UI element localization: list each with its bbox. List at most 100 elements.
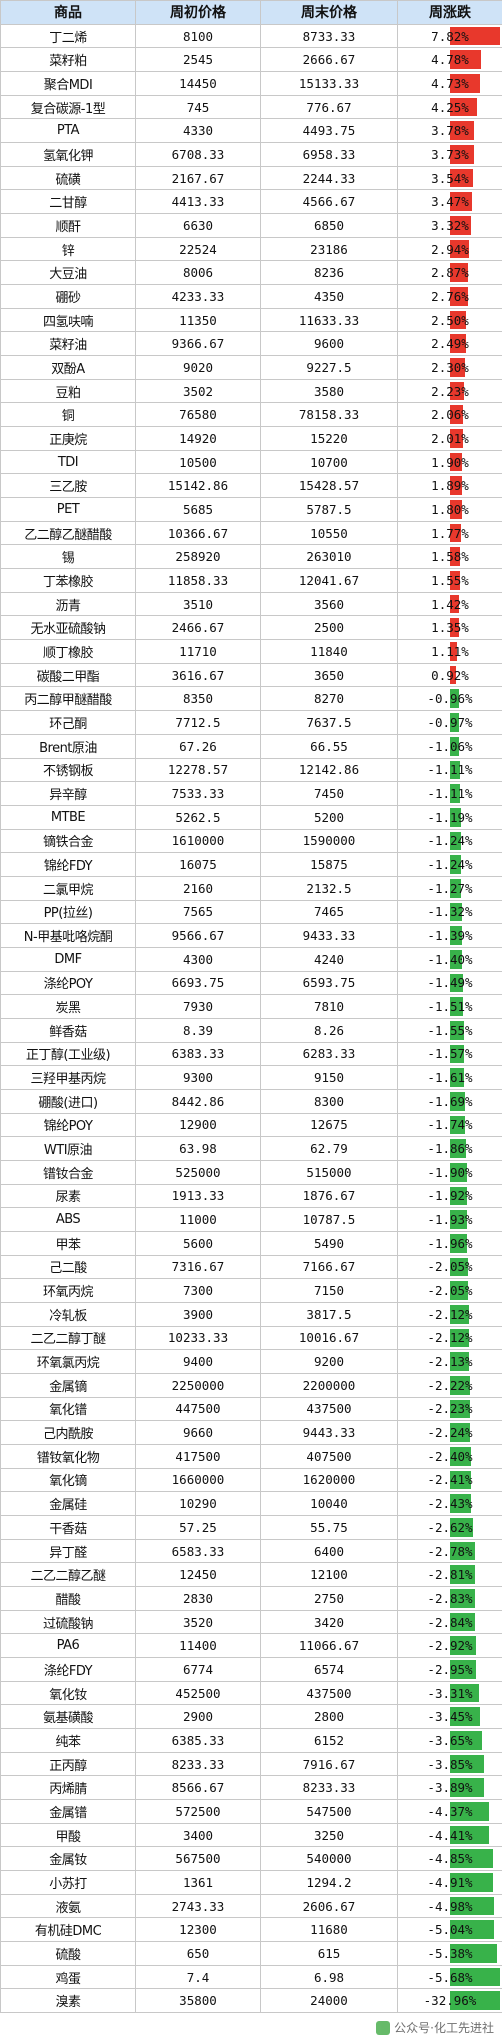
cell-week-start-price[interactable]: 567500 [135,1846,261,1872]
cell-weekly-change[interactable]: -1.51% [397,994,502,1019]
cell-weekly-change[interactable]: -5.04% [397,1917,502,1943]
cell-week-start-price[interactable]: 14450 [135,71,261,96]
cell-weekly-change[interactable]: 1.90% [397,449,502,475]
cell-week-start-price[interactable]: 1660000 [135,1467,261,1493]
cell-weekly-change[interactable]: 4.78% [397,47,502,73]
cell-week-start-price[interactable]: 6383.33 [135,1041,261,1067]
cell-week-end-price[interactable]: 7916.67 [260,1751,398,1777]
cell-week-end-price[interactable]: 10787.5 [260,1207,398,1232]
cell-weekly-change[interactable]: -2.05% [397,1278,502,1303]
cell-week-start-price[interactable]: 15142.86 [135,473,261,499]
cell-weekly-change[interactable]: -2.22% [397,1372,502,1398]
cell-weekly-change[interactable]: -2.84% [397,1609,502,1635]
cell-weekly-change[interactable]: -2.13% [397,1349,502,1374]
cell-week-end-price[interactable]: 10016.67 [260,1325,398,1351]
cell-week-start-price[interactable]: 12900 [135,1112,261,1138]
cell-week-end-price[interactable]: 9443.33 [260,1420,398,1445]
cell-product[interactable]: 三羟甲基丙烷 [0,1065,136,1090]
cell-product[interactable]: 锦纶FDY [0,852,136,877]
cell-weekly-change[interactable]: -32.96% [397,1988,502,2014]
cell-week-end-price[interactable]: 6400 [260,1538,398,1564]
cell-weekly-change[interactable]: -2.43% [397,1491,502,1516]
cell-week-end-price[interactable]: 9150 [260,1065,398,1090]
cell-week-end-price[interactable]: 6574 [260,1657,398,1682]
cell-week-end-price[interactable]: 4350 [260,284,398,309]
cell-weekly-change[interactable]: -4.41% [397,1822,502,1848]
cell-week-end-price[interactable]: 62.79 [260,1136,398,1161]
cell-week-end-price[interactable]: 2244.33 [260,165,398,191]
cell-weekly-change[interactable]: -1.96% [397,1230,502,1256]
cell-product[interactable]: 硼砂 [0,284,136,309]
cell-weekly-change[interactable]: 2.01% [397,426,502,451]
cell-weekly-change[interactable]: -2.12% [397,1325,502,1351]
cell-week-end-price[interactable]: 1620000 [260,1467,398,1493]
cell-weekly-change[interactable]: -4.91% [397,1870,502,1895]
cell-week-end-price[interactable]: 15133.33 [260,71,398,96]
cell-product[interactable]: 丙烯腈 [0,1775,136,1801]
cell-weekly-change[interactable]: -4.37% [397,1799,502,1824]
cell-week-start-price[interactable]: 2545 [135,47,261,73]
cell-week-start-price[interactable]: 1361 [135,1870,261,1895]
cell-weekly-change[interactable]: -1.39% [397,923,502,948]
cell-week-end-price[interactable]: 2666.67 [260,47,398,73]
cell-week-end-price[interactable]: 2750 [260,1586,398,1611]
cell-week-start-price[interactable]: 9300 [135,1065,261,1090]
cell-product[interactable]: PA6 [0,1633,136,1659]
cell-week-start-price[interactable]: 2466.67 [135,615,261,641]
cell-week-start-price[interactable]: 22524 [135,236,261,262]
cell-week-end-price[interactable]: 23186 [260,236,398,262]
cell-weekly-change[interactable]: -0.96% [397,686,502,712]
cell-week-start-price[interactable]: 12278.57 [135,757,261,783]
cell-week-start-price[interactable]: 4300 [135,946,261,972]
cell-week-end-price[interactable]: 24000 [260,1988,398,2014]
cell-week-end-price[interactable]: 4493.75 [260,118,398,144]
cell-weekly-change[interactable]: -1.74% [397,1112,502,1138]
cell-weekly-change[interactable]: 3.73% [397,142,502,167]
cell-week-end-price[interactable]: 2132.5 [260,875,398,901]
cell-week-end-price[interactable]: 515000 [260,1159,398,1185]
cell-product[interactable]: 锦纶POY [0,1112,136,1138]
cell-weekly-change[interactable]: 2.94% [397,236,502,262]
cell-weekly-change[interactable]: -2.24% [397,1420,502,1445]
cell-week-start-price[interactable]: 7533.33 [135,781,261,806]
cell-week-start-price[interactable]: 9660 [135,1420,261,1445]
cell-product[interactable]: TDI [0,449,136,475]
cell-week-end-price[interactable]: 4240 [260,946,398,972]
cell-week-end-price[interactable]: 6152 [260,1728,398,1753]
cell-weekly-change[interactable]: 1.55% [397,568,502,593]
cell-week-end-price[interactable]: 4566.67 [260,189,398,215]
cell-week-start-price[interactable]: 6385.33 [135,1728,261,1753]
cell-week-end-price[interactable]: 11680 [260,1917,398,1943]
cell-week-start-price[interactable]: 10233.33 [135,1325,261,1351]
cell-week-start-price[interactable]: 2167.67 [135,165,261,191]
cell-week-end-price[interactable]: 407500 [260,1443,398,1469]
header-week-start-price[interactable]: 周初价格 [135,0,261,25]
cell-week-end-price[interactable]: 12142.86 [260,757,398,783]
cell-week-start-price[interactable]: 650 [135,1941,261,1966]
cell-product[interactable]: 异丁醛 [0,1538,136,1564]
cell-week-start-price[interactable]: 8.39 [135,1017,261,1043]
cell-weekly-change[interactable]: 4.25% [397,94,502,120]
cell-week-start-price[interactable]: 10290 [135,1491,261,1516]
cell-product[interactable]: 无水亚硫酸钠 [0,615,136,641]
cell-week-start-price[interactable]: 7712.5 [135,710,261,735]
cell-product[interactable]: 纯苯 [0,1728,136,1753]
cell-week-start-price[interactable]: 3616.67 [135,662,261,688]
cell-product[interactable]: 硫磺 [0,165,136,191]
cell-weekly-change[interactable]: -1.61% [397,1065,502,1090]
cell-week-end-price[interactable]: 1294.2 [260,1870,398,1895]
cell-week-end-price[interactable]: 6958.33 [260,142,398,167]
cell-product[interactable]: 溴素 [0,1988,136,2014]
cell-weekly-change[interactable]: 4.73% [397,71,502,96]
cell-weekly-change[interactable]: -1.92% [397,1183,502,1209]
cell-week-start-price[interactable]: 8442.86 [135,1088,261,1114]
cell-week-end-price[interactable]: 8236 [260,260,398,286]
cell-week-start-price[interactable]: 8350 [135,686,261,712]
cell-week-start-price[interactable]: 525000 [135,1159,261,1185]
cell-week-end-price[interactable]: 3580 [260,378,398,404]
cell-week-end-price[interactable]: 12100 [260,1562,398,1588]
cell-week-end-price[interactable]: 5490 [260,1230,398,1256]
cell-weekly-change[interactable]: 3.78% [397,118,502,144]
cell-product[interactable]: 四氢呋喃 [0,307,136,333]
cell-week-end-price[interactable]: 2606.67 [260,1893,398,1919]
